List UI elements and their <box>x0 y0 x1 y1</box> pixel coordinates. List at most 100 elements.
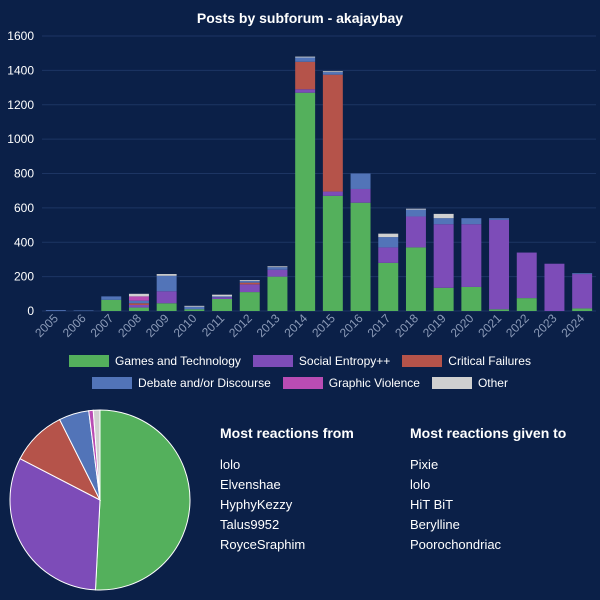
x-tick-label: 2021 <box>475 311 504 340</box>
x-tick-label: 2007 <box>88 311 117 340</box>
bar-segment <box>128 303 149 305</box>
bar-segment <box>239 282 260 285</box>
legend-item[interactable]: Critical Failures <box>402 354 531 368</box>
x-tick-label: 2014 <box>281 311 310 340</box>
y-tick-label: 400 <box>14 235 34 249</box>
bar-segment <box>378 237 399 248</box>
x-tick-label: 2024 <box>558 311 587 340</box>
bar-segment <box>295 61 316 90</box>
bar-segment <box>572 308 593 311</box>
bar-segment <box>516 298 537 311</box>
legend-item[interactable]: Social Entropy++ <box>252 354 390 368</box>
bar-segment <box>239 280 260 283</box>
bar-segment <box>378 247 399 263</box>
bar-segment <box>295 57 316 62</box>
y-tick-label: 800 <box>14 167 34 181</box>
bar-segment <box>128 296 149 301</box>
reactions-from-heading: Most reactions from <box>220 425 354 441</box>
bar-segment <box>572 273 593 275</box>
bar-segment <box>212 294 233 297</box>
bar-segment <box>433 224 454 288</box>
pie-slice <box>92 409 101 501</box>
x-tick-label: 2015 <box>309 311 338 340</box>
reactions-given-name: Pixie <box>410 457 439 472</box>
reactions-from-name: RoyceSraphim <box>220 537 306 552</box>
x-tick-label: 2018 <box>392 311 421 340</box>
bar-segment <box>239 292 260 311</box>
legend-swatch <box>431 377 472 389</box>
bar-segment <box>156 275 177 292</box>
bar-segment <box>239 280 260 281</box>
bar-segment <box>405 208 426 210</box>
bar-segment <box>212 296 233 298</box>
reactions-from-name: lolo <box>220 457 241 472</box>
y-tick-label: 1000 <box>7 132 34 146</box>
bar-segment <box>516 252 537 299</box>
legend-label: Games and Technology <box>115 354 241 368</box>
pie-slice <box>94 409 191 591</box>
legend-item[interactable]: Graphic Violence <box>282 376 420 390</box>
bar-segment <box>433 213 454 219</box>
bar-segment <box>184 305 205 307</box>
legend-swatch <box>252 355 293 367</box>
legend-label: Debate and/or Discourse <box>138 376 271 390</box>
bar-segment <box>378 233 399 238</box>
bar-segment <box>156 303 177 311</box>
bar-segment <box>322 191 343 196</box>
bar-segment <box>350 173 371 189</box>
bar-segment <box>101 296 122 300</box>
x-tick-label: 2023 <box>531 311 560 340</box>
legend-swatch <box>402 355 443 367</box>
reactions-given-name: Berylline <box>410 517 460 532</box>
bar-segment <box>295 89 316 93</box>
bar-segment <box>101 299 122 311</box>
reactions-given-heading: Most reactions given to <box>410 425 567 441</box>
bar-segment <box>433 218 454 225</box>
chart-grid <box>42 35 596 312</box>
reactions-given-name: HiT BiT <box>410 497 454 512</box>
x-tick-label: 2008 <box>115 311 144 340</box>
x-tick-label: 2012 <box>226 311 255 340</box>
legend-item[interactable]: Debate and/or Discourse <box>92 376 271 390</box>
bar-segment <box>572 274 593 309</box>
legend-label: Other <box>477 376 508 390</box>
bar-segment <box>128 300 149 304</box>
reactions-given-list: Most reactions given to Pixie lolo HiT B… <box>410 425 566 555</box>
legend-item[interactable]: Games and Technology <box>69 354 241 368</box>
bar-segment <box>433 287 454 311</box>
chart-title: Posts by subforum - akajaybay <box>197 10 403 26</box>
legend-swatch <box>282 377 323 389</box>
legend-row: Debate and/or Discourse Graphic Violence O… <box>0 376 600 390</box>
reactions-given-name: lolo <box>410 477 431 492</box>
pie-chart <box>9 409 191 591</box>
bar-segment <box>461 224 482 287</box>
bar-segment <box>295 92 316 311</box>
bar-series <box>45 56 593 311</box>
bar-segment <box>156 291 177 304</box>
bar-segment <box>405 209 426 217</box>
bar-segment <box>489 309 510 311</box>
bar-segment <box>489 219 510 310</box>
x-tick-label: 2017 <box>365 311 394 340</box>
x-tick-label: 2006 <box>60 311 89 340</box>
bar-segment <box>350 202 371 311</box>
pie-slice <box>9 457 101 591</box>
bar-segment <box>212 297 233 299</box>
legend-item[interactable]: Other <box>431 376 508 390</box>
bar-segment <box>212 298 233 311</box>
bar-segment <box>184 309 205 311</box>
x-tick-label: 2013 <box>254 311 283 340</box>
bar-segment <box>322 72 343 75</box>
bar-segment <box>184 306 205 310</box>
bar-segment <box>45 310 66 311</box>
bar-segment <box>322 71 343 73</box>
bar-segment <box>322 74 343 192</box>
bar-segment <box>267 269 288 277</box>
y-tick-label: 600 <box>14 201 34 215</box>
x-tick-label: 2019 <box>420 311 449 340</box>
x-tick-label: 2009 <box>143 311 172 340</box>
legend-row: Games and Technology Social Entropy++ Crit… <box>0 354 600 368</box>
legend-label: Graphic Violence <box>328 376 420 390</box>
bar-segment <box>128 304 149 308</box>
